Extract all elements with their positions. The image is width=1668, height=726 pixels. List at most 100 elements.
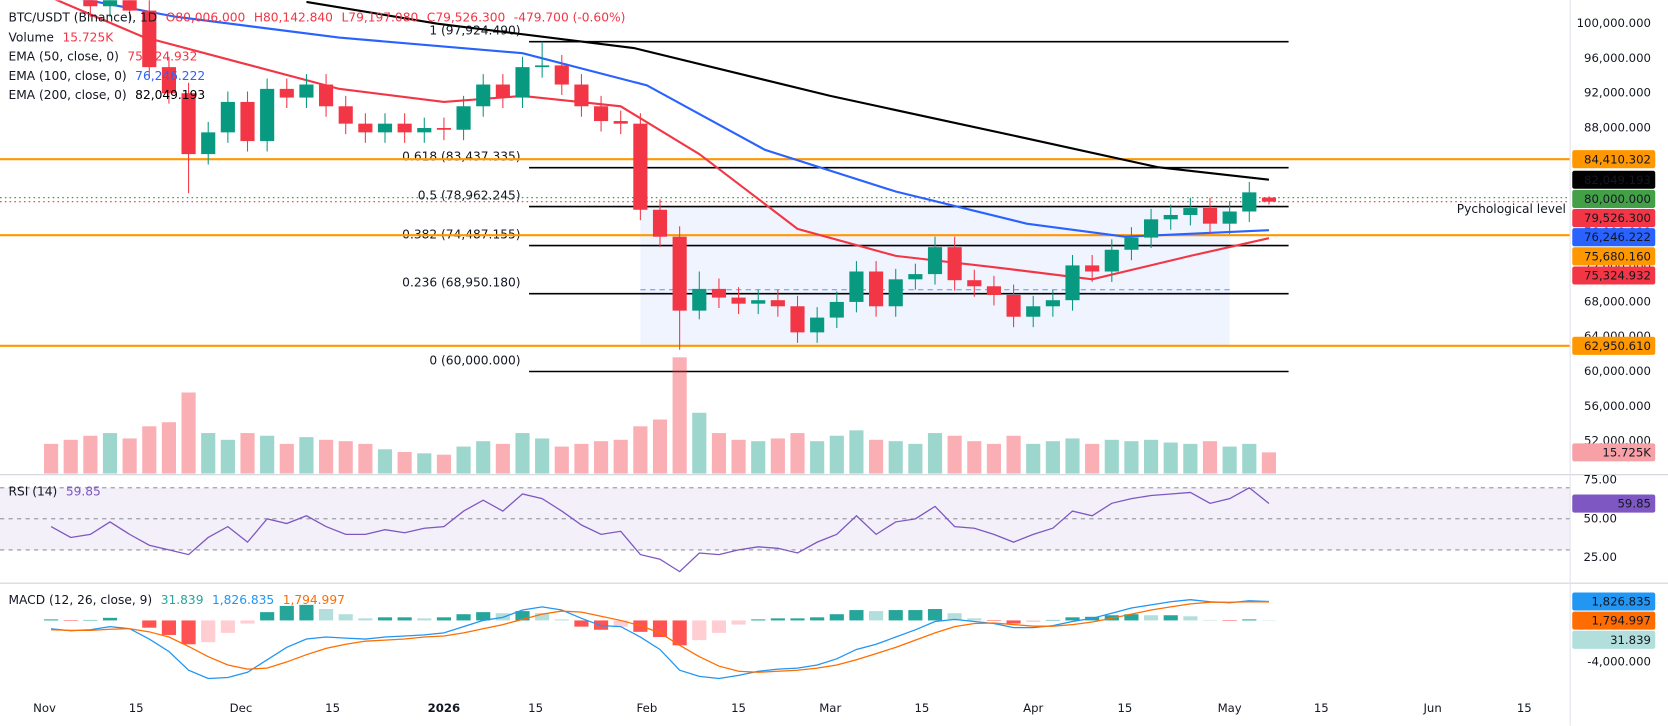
axis-badge xyxy=(1572,189,1656,208)
candle-body xyxy=(790,306,805,333)
ohlc-low: L79,197.080 xyxy=(341,10,418,24)
legend-volume: Volume 15.725K xyxy=(9,30,115,44)
volume-bar xyxy=(181,392,196,474)
candle-body xyxy=(161,67,177,94)
candle-body xyxy=(908,274,923,280)
fib-label: 0 (60,000.000) xyxy=(429,353,520,367)
axis-badge xyxy=(1572,494,1656,513)
symbol: BTC/USDT (Binance), 1D xyxy=(9,10,158,24)
axis-badge-label: 80,000.000 xyxy=(1584,192,1651,206)
macd-histogram-bar xyxy=(279,605,294,621)
axis-badge-label: 82,049.193 xyxy=(1584,173,1651,187)
x-tick-label: Jun xyxy=(1422,701,1441,715)
candle-body xyxy=(142,10,157,68)
x-tick-label: 15 xyxy=(325,701,340,715)
axis-badge xyxy=(1572,247,1656,266)
candle-body xyxy=(1144,219,1159,238)
legend-name: Volume xyxy=(9,30,54,44)
candle-body xyxy=(594,106,609,122)
candle-body xyxy=(122,0,137,11)
x-tick-label: Apr xyxy=(1023,701,1043,715)
macd-histogram-bar xyxy=(220,620,235,633)
axis-badge-label: 79,526.300 xyxy=(1584,211,1651,225)
header: BTC/USDT (Binance), 1D O80,006.000 H80,142… xyxy=(9,10,626,24)
axis-badge xyxy=(1572,170,1656,189)
macd-histogram-bar xyxy=(1006,620,1021,624)
x-tick-label: 2026 xyxy=(428,701,461,715)
volume-bar xyxy=(711,433,727,474)
candle-body xyxy=(1104,249,1119,272)
candle-body xyxy=(456,106,471,130)
volume-bar xyxy=(240,433,255,474)
volume-bar xyxy=(122,438,137,474)
volume-bar xyxy=(377,449,393,474)
macd-histogram-bar xyxy=(201,620,216,643)
candle-body xyxy=(869,271,884,307)
volume-bar xyxy=(967,441,982,474)
legend-name: MACD (12, 26, close, 9) xyxy=(9,593,153,607)
axis-badge-label: 75,680.160 xyxy=(1584,249,1651,263)
macd-histogram-bar xyxy=(751,619,766,621)
macd-histogram-bar xyxy=(102,617,118,621)
volume-bar xyxy=(1183,443,1198,474)
volume-bar xyxy=(751,441,766,474)
axis-badge xyxy=(1572,228,1656,247)
candle-body xyxy=(652,209,668,237)
macd-histogram-bar xyxy=(417,618,432,621)
axis-badge xyxy=(1572,611,1656,630)
candle-body xyxy=(967,280,982,287)
volume-bar xyxy=(869,439,884,474)
macd-histogram-bar xyxy=(927,609,943,621)
candle-body xyxy=(279,88,294,98)
volume-bar xyxy=(456,446,471,474)
legend-value: 1,794.997 xyxy=(283,593,345,607)
candle-body xyxy=(436,128,452,130)
fib-label: 1 (97,924.490) xyxy=(429,24,520,38)
volume-bar xyxy=(44,443,59,474)
volume-bar xyxy=(790,433,805,474)
volume-bar xyxy=(574,443,589,474)
candle-body xyxy=(417,128,432,133)
macd-histogram-bar xyxy=(810,617,825,621)
candle-body xyxy=(770,300,785,307)
macd-histogram-bar xyxy=(161,620,177,635)
volume-bar xyxy=(1163,442,1178,474)
candle-body xyxy=(220,101,235,133)
volume-bar xyxy=(1124,441,1139,474)
candle-body xyxy=(1242,192,1257,212)
rsi-line xyxy=(50,487,1270,573)
volume-bar xyxy=(986,443,1002,474)
y-tick-label: 96,000.000 xyxy=(1584,51,1651,65)
volume-bar xyxy=(1202,441,1218,474)
macd-histogram-bar xyxy=(535,613,550,621)
macd-histogram-bar xyxy=(44,619,59,621)
x-tick-label: 15 xyxy=(914,701,929,715)
axis-badge xyxy=(1572,592,1656,611)
volume-bar xyxy=(535,438,550,474)
volume-bar xyxy=(220,439,235,474)
candle-body xyxy=(495,84,510,98)
macd-histogram-bar xyxy=(1144,615,1159,621)
candle-body xyxy=(1261,197,1277,202)
legend-value: 15.725K xyxy=(62,30,114,44)
ohlc-open: O80,006.000 xyxy=(166,10,246,24)
volume-bar xyxy=(338,441,353,474)
axis-badge-label: 31.839 xyxy=(1610,633,1651,647)
level-annotation: Pychological level xyxy=(1457,202,1566,216)
volume-bar xyxy=(829,435,844,474)
macd-histogram-bar xyxy=(1222,620,1237,621)
volume-bar xyxy=(1261,452,1277,474)
candle-body xyxy=(810,317,825,333)
axis-badge-label: 59.85 xyxy=(1618,497,1651,511)
macd-histogram-bar xyxy=(908,610,923,621)
legend-name: EMA (50, close, 0) xyxy=(9,49,119,63)
x-tick-label: 15 xyxy=(129,701,144,715)
volume-bar xyxy=(554,446,569,474)
candle-body xyxy=(1202,208,1218,224)
macd-histogram-bar xyxy=(1183,616,1198,621)
macd-histogram-bar xyxy=(1065,617,1080,621)
volume-bar xyxy=(319,439,334,474)
x-tick-label: Dec xyxy=(230,701,253,715)
